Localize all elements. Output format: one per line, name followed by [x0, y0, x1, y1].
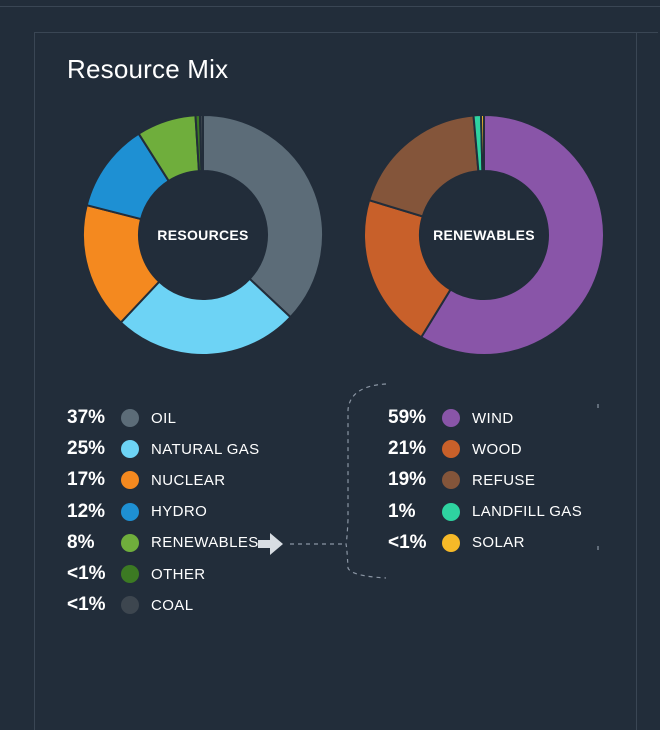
legend-label-solar: SOLAR	[472, 534, 525, 552]
legend-swatch-hydro	[121, 502, 139, 521]
arrow-right-icon	[258, 533, 283, 555]
legend-value-wind: 59%	[388, 407, 427, 428]
legend-swatch-refuse	[442, 471, 460, 490]
top-divider	[0, 6, 660, 7]
legend-item-natural-gas: 25% NATURAL GAS	[67, 437, 260, 461]
legend-value-other: <1%	[67, 563, 106, 584]
legend-label-wood: WOOD	[472, 440, 522, 458]
legend-swatch-wind	[442, 409, 460, 427]
resources-center-label: RESOURCES	[157, 227, 248, 243]
legend-label-landfill-gas: LANDFILL GAS	[472, 503, 583, 521]
legend-swatch-oil	[121, 409, 139, 427]
slice-wind[interactable]	[419, 113, 605, 356]
legend-label-refuse: REFUSE	[472, 471, 536, 489]
slice-wood[interactable]	[363, 198, 452, 339]
legend-item-hydro: 12% HYDRO	[67, 500, 207, 524]
legend-label-wind: WIND	[472, 409, 514, 427]
legend-value-refuse: 19%	[388, 469, 427, 491]
legend-swatch-coal	[121, 596, 139, 615]
legend-item-wood: 21% WOOD	[388, 437, 522, 461]
slice-solar[interactable]	[479, 113, 485, 173]
legend-label-nuclear: NUCLEAR	[151, 471, 226, 489]
renewables-donut-chart: RENEWABLES	[363, 113, 605, 356]
legend-value-solar: <1%	[388, 531, 427, 553]
legend-value-oil: 37%	[67, 407, 106, 428]
legend-item-landfill-gas: 1% LANDFILL GAS	[388, 500, 582, 524]
legend-value-landfill-gas: 1%	[388, 500, 416, 522]
legend-item-nuclear: 17% NUCLEAR	[67, 468, 225, 492]
legend-label-hydro: HYDRO	[151, 503, 208, 521]
legend-value-renewables: 8%	[67, 531, 95, 553]
legend-label-renewables: RENEWABLES	[151, 534, 259, 552]
legend-label-coal: COAL	[151, 596, 194, 614]
legend-swatch-renewables	[121, 533, 139, 552]
legend-swatch-solar	[442, 533, 460, 552]
renewables-center-label: RENEWABLES	[433, 227, 535, 243]
legend-item-other: <1% OTHER	[67, 562, 206, 586]
legend-swatch-nuclear	[121, 471, 139, 490]
slice-natural-gas[interactable]	[119, 277, 292, 356]
legend-label-other: OTHER	[151, 565, 206, 583]
page-title: Resource Mix	[67, 54, 229, 84]
legend-item-coal: <1% COAL	[67, 593, 193, 617]
legend-swatch-wood	[442, 440, 460, 459]
legend-swatch-landfill-gas	[442, 502, 460, 521]
resources-donut-chart: RESOURCES	[82, 113, 324, 356]
legend-value-natural-gas: 25%	[67, 438, 106, 460]
legend-item-refuse: 19% REFUSE	[388, 468, 535, 492]
right-divider	[636, 32, 637, 730]
legend-label-natural-gas: NATURAL GAS	[151, 440, 260, 458]
legend-item-wind: 59% WIND	[388, 406, 514, 430]
slice-oil[interactable]	[202, 113, 324, 319]
legend-item-renewables: 8% RENEWABLES	[67, 531, 259, 555]
legend-value-wood: 21%	[388, 438, 427, 460]
legend-swatch-other	[121, 565, 139, 583]
legend-value-hydro: 12%	[67, 500, 106, 522]
connector-bracket-left	[345, 383, 387, 579]
panel-frame	[34, 32, 658, 730]
legend-item-solar: <1% SOLAR	[388, 531, 525, 555]
legend-value-nuclear: 17%	[67, 469, 106, 491]
slice-coal[interactable]	[198, 113, 204, 173]
legend-swatch-natural-gas	[121, 440, 139, 459]
legend-value-coal: <1%	[67, 594, 106, 616]
legend-label-oil: OIL	[151, 409, 177, 427]
legend-item-oil: 37% OIL	[67, 406, 176, 430]
